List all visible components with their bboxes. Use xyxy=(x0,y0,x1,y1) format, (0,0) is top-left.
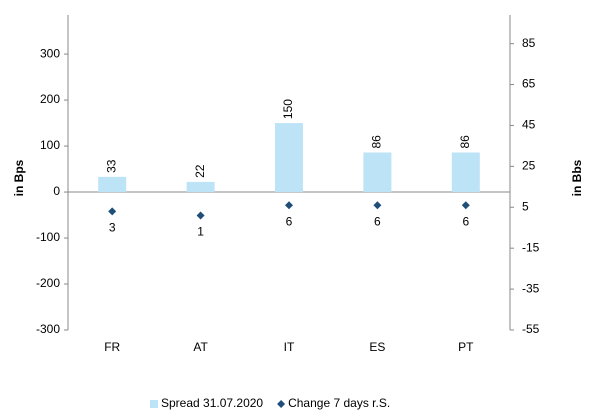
y-tick-label: -200 xyxy=(36,276,60,290)
point xyxy=(108,207,117,216)
x-tick-label: IT xyxy=(284,340,295,354)
bar-label: 33 xyxy=(104,159,118,173)
y-tick-label: 100 xyxy=(40,138,60,152)
y-tick-label: 300 xyxy=(40,46,60,60)
y2-tick-label: 5 xyxy=(522,199,529,213)
bar xyxy=(451,152,480,193)
y2-tick-label: -35 xyxy=(522,281,540,295)
point xyxy=(461,201,470,210)
bar xyxy=(275,123,303,193)
y2-axis-label: in Bbs xyxy=(570,159,584,196)
y2-tick-label: -15 xyxy=(522,240,540,254)
legend-label: Spread 31.07.2020 xyxy=(161,396,263,410)
point xyxy=(285,201,293,210)
bar-label: 22 xyxy=(193,164,207,178)
y2-tick-label: 45 xyxy=(522,118,536,132)
x-tick-label: ES xyxy=(369,340,385,354)
y-tick-label: -100 xyxy=(36,230,60,244)
y-tick-label: 200 xyxy=(40,92,60,106)
y-axis-label: in Bps xyxy=(12,159,26,196)
bar xyxy=(363,152,392,193)
legend-label: Change 7 days r.S. xyxy=(288,396,390,410)
y-tick-label: 0 xyxy=(53,184,60,198)
y2-tick-label: 25 xyxy=(522,159,536,173)
bar xyxy=(98,176,127,193)
bar-label: 86 xyxy=(370,135,384,149)
point xyxy=(373,201,382,210)
y2-tick-label: 65 xyxy=(522,77,536,91)
y-tick-label: -300 xyxy=(36,322,60,336)
point-label: 3 xyxy=(109,221,116,235)
bar-label: 86 xyxy=(458,135,472,149)
x-tick-label: FR xyxy=(104,340,120,354)
point-label: 6 xyxy=(462,214,469,228)
legend-swatch xyxy=(277,400,286,408)
x-tick-label: PT xyxy=(458,340,474,354)
point-label: 6 xyxy=(374,214,381,228)
point xyxy=(196,211,205,220)
legend-swatch xyxy=(150,400,158,408)
point-label: 1 xyxy=(197,225,204,239)
x-tick-label: AT xyxy=(193,340,208,354)
point-label: 6 xyxy=(286,214,293,228)
y2-tick-label: -55 xyxy=(522,322,540,336)
y2-tick-label: 85 xyxy=(522,36,536,50)
bar xyxy=(186,181,215,193)
bar-label: 150 xyxy=(281,99,295,119)
